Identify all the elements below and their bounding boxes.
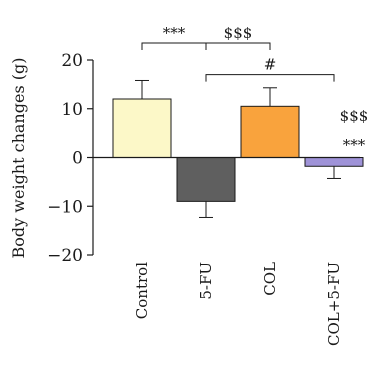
y-tick-label: 10	[61, 100, 83, 120]
y-tick-label: −20	[47, 246, 83, 266]
x-category-label: 5-FU	[197, 262, 215, 300]
error-bar	[135, 79, 149, 99]
x-category-label: COL+5-FU	[325, 262, 343, 346]
bar-5-fu	[176, 157, 236, 202]
significance-bracket: #	[205, 56, 335, 82]
y-axis-label: Body weight changes (g)	[9, 58, 28, 259]
x-category-label: COL	[261, 262, 279, 296]
significance-label: #	[264, 56, 277, 74]
y-tick-label: 0	[72, 149, 83, 169]
significance-label: $$$	[224, 24, 253, 42]
y-tick-label: 20	[61, 51, 83, 71]
significance-label: $$$	[340, 107, 369, 125]
y-axis: −20 −10 0 10 20	[47, 51, 94, 266]
error-bar	[327, 166, 341, 179]
significance-label: ***	[163, 24, 186, 42]
x-axis-categories: Control 5-FU COL COL+5-FU	[133, 262, 343, 346]
error-bars	[135, 79, 341, 218]
significance-bracket: $$$	[205, 24, 271, 50]
bar-col-5-fu	[304, 157, 364, 167]
y-tick-label: −10	[47, 197, 83, 217]
bar-control	[112, 98, 172, 158]
significance-label: ***	[343, 136, 366, 154]
significance-bracket: ***	[141, 24, 207, 50]
error-bar	[199, 201, 213, 218]
significance-annotations: *** $$$ # $$$ ***	[141, 24, 369, 154]
bar-col	[240, 105, 300, 158]
bars	[112, 98, 364, 202]
error-bar	[263, 87, 277, 107]
x-category-label: Control	[133, 262, 151, 319]
